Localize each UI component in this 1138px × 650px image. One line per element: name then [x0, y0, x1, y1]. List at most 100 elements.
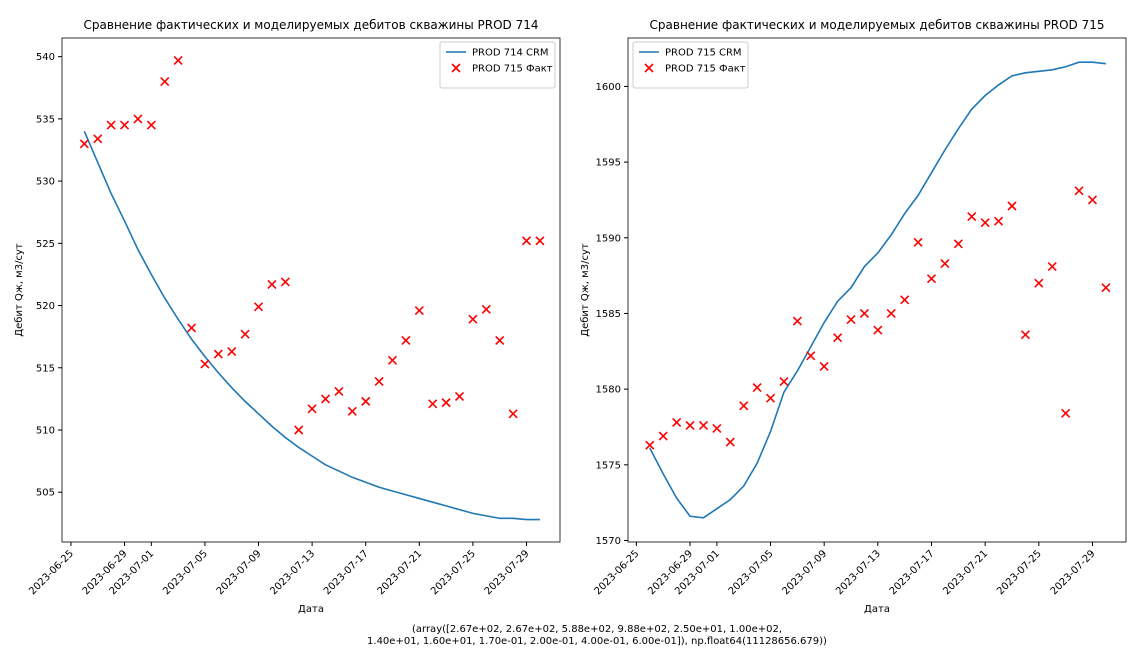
marker	[900, 295, 910, 305]
marker	[454, 391, 465, 401]
axes-frame	[61, 37, 561, 543]
marker	[873, 325, 883, 335]
marker	[819, 361, 829, 371]
marker	[658, 431, 668, 441]
marker	[160, 76, 170, 87]
marker	[361, 396, 371, 406]
y-tick-label: 505	[36, 488, 55, 499]
marker	[334, 386, 344, 396]
marker	[320, 394, 331, 404]
marker	[913, 237, 923, 247]
marker	[1101, 283, 1111, 293]
marker	[752, 383, 762, 393]
legend-box	[632, 41, 749, 89]
marker	[535, 236, 545, 246]
marker	[980, 218, 990, 228]
marker	[1034, 278, 1044, 288]
y-tick-label: 1585	[596, 309, 621, 320]
marker	[240, 329, 250, 339]
marker	[213, 349, 223, 359]
legend-box	[439, 41, 556, 89]
marker	[712, 423, 722, 434]
marker	[253, 302, 264, 312]
marker	[347, 406, 357, 416]
legend-marker	[451, 63, 461, 73]
x-axis-label: Дата	[298, 604, 324, 615]
marker	[967, 212, 977, 222]
y-tick-label: 1590	[596, 233, 621, 244]
marker	[739, 401, 749, 411]
y-tick-label: 525	[36, 239, 55, 250]
marker	[428, 399, 438, 409]
marker	[806, 351, 816, 361]
marker	[267, 279, 277, 289]
legend-label: PROD 715 Факт	[665, 64, 746, 75]
chart-title: Сравнение фактических и моделируемых деб…	[650, 18, 1105, 32]
marker	[765, 393, 776, 403]
marker	[1087, 195, 1098, 205]
marker	[387, 355, 398, 365]
marker	[146, 120, 156, 130]
marker	[186, 323, 197, 333]
marker	[672, 417, 682, 427]
chart-title: Сравнение фактических и моделируемых деб…	[84, 18, 539, 32]
marker	[307, 404, 317, 414]
marker	[133, 114, 143, 124]
marker	[414, 305, 424, 316]
legend-label: PROD 715 Факт	[472, 64, 553, 75]
y-axis-label: Дебит Qж, м3/сут	[580, 243, 591, 337]
marker	[119, 120, 130, 130]
y-tick-label: 1600	[596, 82, 621, 93]
marker	[953, 239, 963, 249]
marker	[508, 409, 518, 419]
marker	[441, 398, 451, 408]
x-axis-label: Дата	[864, 604, 890, 615]
y-tick-label: 540	[36, 52, 55, 63]
marker	[792, 316, 802, 326]
marker	[994, 216, 1004, 226]
marker	[846, 314, 856, 325]
marker	[173, 55, 183, 65]
legend-marker	[644, 63, 654, 73]
legend-label: PROD 715 CRM	[665, 48, 742, 59]
marker	[374, 376, 384, 387]
marker	[886, 308, 896, 319]
marker	[294, 425, 304, 435]
y-tick-label: 1575	[596, 460, 621, 471]
marker	[79, 139, 89, 149]
y-tick-label: 520	[36, 301, 55, 312]
legend-label: PROD 714 CRM	[472, 48, 549, 59]
axes-frame	[627, 37, 1127, 543]
marker	[1061, 408, 1071, 418]
marker	[200, 359, 210, 369]
y-tick-label: 1580	[596, 385, 621, 396]
marker	[468, 314, 478, 324]
line	[649, 61, 1106, 519]
marker	[227, 347, 237, 357]
marker	[926, 274, 937, 284]
marker	[521, 236, 532, 246]
y-tick-label: 535	[36, 114, 55, 125]
marker	[1020, 330, 1030, 340]
y-axis-label: Дебит Qж, м3/сут	[14, 243, 25, 337]
footer-line: (array([2.67e+02, 2.67e+02, 5.88e+02, 9.…	[412, 624, 782, 635]
marker	[495, 335, 505, 345]
y-tick-label: 530	[36, 177, 55, 188]
y-tick-label: 510	[36, 426, 55, 437]
marker	[1074, 186, 1084, 196]
footer-line: 1.40e+01, 1.60e+01, 1.70e-01, 2.00e-01, …	[367, 636, 827, 647]
marker	[280, 277, 290, 287]
marker	[779, 377, 789, 387]
marker	[833, 333, 843, 343]
y-tick-label: 1595	[596, 158, 621, 169]
y-tick-label: 515	[36, 363, 55, 374]
marker	[725, 437, 735, 447]
line	[83, 131, 540, 521]
marker	[940, 258, 950, 269]
marker	[401, 335, 411, 345]
marker	[93, 134, 103, 144]
marker	[859, 308, 869, 319]
marker	[1047, 261, 1057, 272]
